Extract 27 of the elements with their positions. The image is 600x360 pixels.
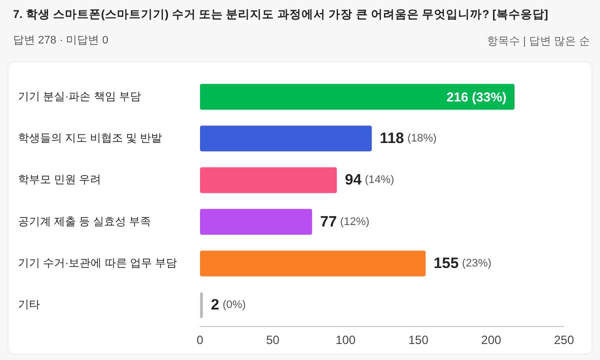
- bar: [200, 84, 514, 110]
- x-tick-label: 50: [266, 333, 280, 347]
- y-tick-label: 공기계 제출 등 실효성 부족: [18, 216, 152, 228]
- data-label: 94 (14%): [344, 172, 394, 189]
- x-tick-label: 100: [336, 333, 356, 347]
- chart-title: 7. 학생 스마트폰(스마트기기) 수거 또는 분리지도 과정에서 가장 큰 어려움은 무엇입니까? [복수응답]: [13, 8, 548, 21]
- bar: [200, 126, 372, 152]
- y-tick-label: 기타: [18, 299, 40, 312]
- bar: [200, 167, 337, 194]
- data-label: 77 (12%): [320, 213, 370, 230]
- x-tick-label: 200: [481, 333, 502, 347]
- data-label: 216 (33%): [446, 89, 506, 104]
- data-label: 155 (23%): [434, 255, 492, 272]
- y-tick-label: 학부모 민원 우려: [18, 174, 102, 186]
- text: 항목수 | 답변 많은 순: [486, 36, 590, 48]
- bar: [200, 292, 203, 318]
- y-tick-label: 학생들의 지도 비협조 및 반발: [18, 132, 162, 144]
- bar: [200, 208, 312, 235]
- bar: [200, 250, 426, 276]
- text: 답변 278 · 미답변 0: [13, 34, 108, 46]
- x-tick-label: 150: [408, 333, 429, 347]
- data-label: 118 (18%): [380, 130, 437, 147]
- x-tick-label: 250: [554, 333, 574, 347]
- x-tick-label: 0: [196, 333, 204, 347]
- y-tick-label: 기기 분실·파손 책임 부담: [18, 90, 141, 103]
- y-tick-label: 기기 수거·보관에 따른 업무 부담: [18, 258, 177, 270]
- data-label: 2 (0%): [210, 296, 246, 314]
